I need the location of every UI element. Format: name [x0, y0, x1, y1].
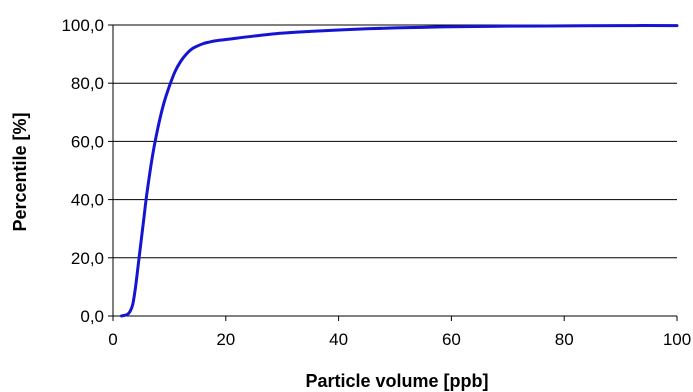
x-axis-title: Particle volume [ppb] [305, 371, 488, 391]
x-tick-label: 60 [442, 330, 461, 349]
y-tick-label: 60,0 [71, 132, 104, 151]
tick-labels: 0,0 20,0 40,0 60,0 80,0 100,0 0 20 40 60 80 100 [61, 16, 691, 349]
y-tick-label: 100,0 [61, 16, 104, 35]
axes [108, 24, 678, 321]
y-tick-label: 40,0 [71, 191, 104, 210]
series-line [119, 24, 679, 318]
x-tick-label: 80 [555, 330, 574, 349]
x-tick-label: 40 [329, 330, 348, 349]
y-tick-label: 0,0 [80, 307, 104, 326]
gridlines [113, 24, 677, 259]
y-tick-label: 80,0 [71, 74, 104, 93]
y-tick-label: 20,0 [71, 249, 104, 268]
x-tick-label: 20 [216, 330, 235, 349]
series-layer [119, 24, 679, 318]
y-axis-title: Percentile [%] [10, 112, 30, 231]
x-tick-label: 0 [108, 330, 117, 349]
x-tick-label: 100 [663, 330, 691, 349]
